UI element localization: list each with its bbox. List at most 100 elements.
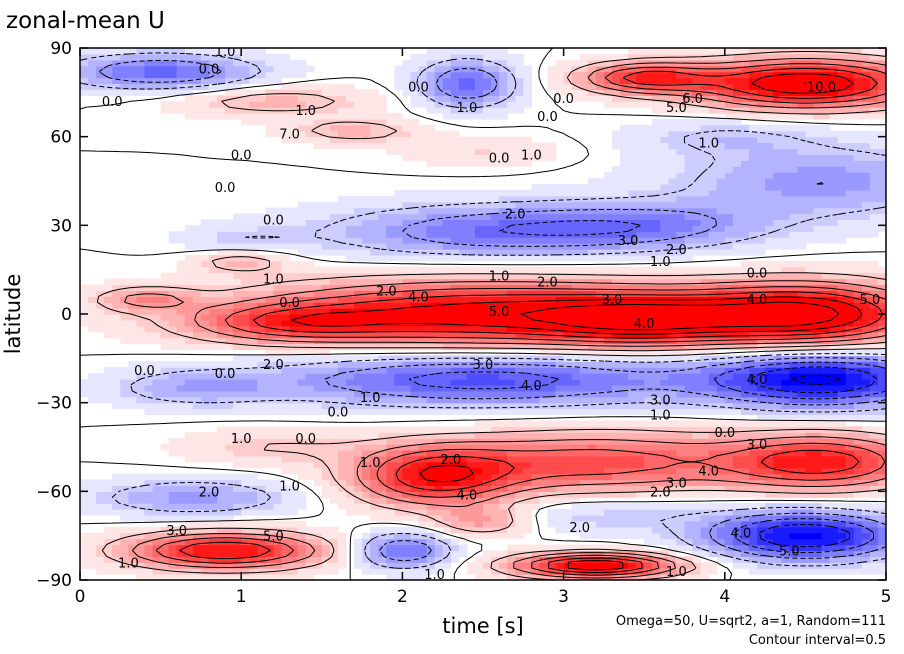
field-cell: [289, 373, 299, 380]
field-cell: [740, 308, 750, 315]
field-cell: [96, 302, 105, 309]
field-cell: [539, 237, 549, 244]
field-cell: [297, 550, 307, 557]
field-cell: [152, 568, 162, 575]
field-cell: [491, 520, 500, 528]
field-cell: [418, 325, 428, 333]
field-cell: [644, 568, 653, 575]
field-cell: [579, 284, 589, 291]
field-cell: [168, 367, 178, 374]
field-cell: [483, 574, 492, 580]
field-cell: [184, 402, 194, 410]
field-cell: [676, 444, 686, 451]
field-cell: [829, 325, 839, 333]
field-cell: [265, 550, 275, 557]
field-cell: [773, 296, 782, 303]
field-cell: [483, 550, 492, 557]
field-cell: [410, 290, 420, 297]
field-cell: [660, 278, 669, 286]
field-cell: [329, 432, 339, 439]
field-cell: [547, 325, 557, 333]
field-cell: [249, 290, 258, 297]
field-cell: [458, 243, 468, 250]
field-cell: [515, 497, 524, 504]
field-cell: [136, 278, 146, 286]
field-cell: [829, 373, 839, 380]
field-cell: [644, 237, 653, 244]
field-cell: [176, 296, 186, 303]
field-cell: [611, 520, 621, 528]
field-cell: [273, 367, 283, 374]
field-cell: [442, 408, 452, 416]
field-cell: [313, 331, 323, 339]
field-cell: [491, 444, 500, 451]
field-cell: [845, 538, 855, 546]
field-cell: [724, 331, 734, 339]
field-cell: [458, 308, 468, 315]
field-cell: [853, 438, 863, 445]
field-cell: [555, 290, 565, 297]
field-cell: [499, 568, 508, 575]
field-cell: [241, 491, 250, 498]
field-cell: [192, 390, 202, 398]
field-cell: [861, 314, 871, 321]
field-cell: [644, 420, 653, 427]
field-cell: [249, 379, 258, 386]
field-cell: [660, 426, 669, 433]
field-cell: [797, 420, 806, 427]
field-cell: [466, 243, 476, 250]
field-cell: [587, 509, 597, 516]
field-cell: [587, 491, 597, 498]
field-cell: [474, 296, 484, 303]
field-cell: [668, 355, 678, 362]
field-cell: [297, 503, 307, 510]
field-cell: [773, 444, 782, 451]
field-cell: [555, 467, 565, 475]
field-cell: [636, 243, 645, 250]
field-cell: [450, 473, 460, 481]
field-cell: [837, 414, 847, 421]
field-cell: [797, 337, 806, 345]
field-cell: [458, 266, 468, 274]
field-cell: [531, 420, 541, 427]
field-cell: [426, 544, 436, 552]
field-cell: [386, 272, 395, 280]
field-cell: [523, 296, 532, 303]
field-cell: [450, 290, 460, 297]
field-cell: [192, 509, 202, 516]
field-cell: [603, 408, 613, 416]
field-cell: [233, 526, 242, 534]
field-cell: [837, 290, 847, 297]
field-cell: [587, 444, 597, 451]
field-cell: [225, 325, 234, 333]
field-cell: [168, 497, 178, 504]
field-cell: [781, 337, 790, 345]
field-cell: [241, 390, 250, 398]
field-cell: [684, 343, 694, 351]
field-cell: [603, 343, 613, 351]
field-cell: [765, 479, 774, 487]
field-cell: [547, 402, 557, 410]
field-cell: [241, 325, 250, 333]
field-cell: [394, 574, 403, 580]
field-cell: [450, 438, 460, 445]
field-cell: [716, 432, 726, 439]
field-cell: [644, 402, 653, 410]
field-cell: [531, 331, 541, 339]
field-cell: [853, 290, 863, 297]
field-cell: [587, 449, 597, 457]
field-cell: [523, 520, 532, 528]
field-cell: [96, 503, 105, 510]
field-cell: [611, 420, 621, 427]
field-cell: [345, 432, 355, 439]
field-cell: [547, 390, 557, 398]
field-cell: [418, 538, 428, 546]
field-cell: [668, 278, 678, 286]
field-cell: [474, 491, 484, 498]
field-cell: [281, 373, 291, 380]
field-cell: [595, 556, 605, 563]
field-cell: [466, 284, 476, 291]
field-cell: [628, 473, 637, 481]
field-cell: [217, 337, 226, 345]
field-cell: [716, 473, 726, 481]
